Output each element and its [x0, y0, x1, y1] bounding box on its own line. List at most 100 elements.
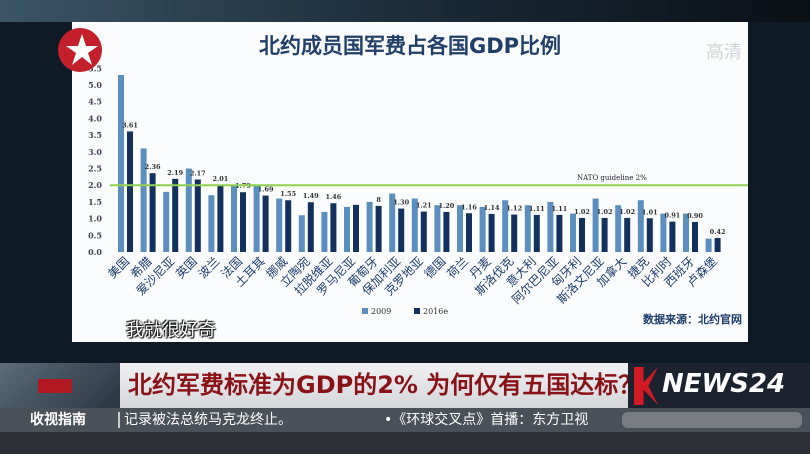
bar-2009 — [524, 205, 531, 252]
bar-2016e — [262, 195, 269, 252]
bar-2016e — [353, 204, 359, 252]
data-label: 1.01 — [642, 208, 658, 216]
bar-2009 — [615, 205, 622, 252]
news-ticker: 收视指南 记录被法总统马克龙终止。 •《环球交叉点》首播：东方卫视 — [0, 408, 810, 432]
y-tick-label: 0.5 — [88, 230, 102, 240]
y-tick-label: 1.5 — [88, 197, 102, 207]
bar-2016e — [533, 214, 540, 252]
bar-2009 — [208, 195, 215, 252]
hd-badge: 高清 — [706, 42, 742, 63]
bar-2009 — [253, 185, 260, 252]
bar-2016e — [692, 221, 698, 252]
x-tick-label: 美国 — [105, 254, 132, 281]
headline-banner: 北约军费标准为GDP的2% 为何仅有五国达标？ — [120, 363, 642, 408]
legend-swatch — [362, 308, 368, 314]
x-tick-label: 英国 — [173, 254, 200, 281]
data-label: 2.19 — [167, 169, 183, 177]
bar-2009 — [344, 206, 350, 252]
y-tick-label: 4.5 — [88, 97, 102, 107]
data-label: 0.42 — [710, 228, 726, 236]
bar-2016e — [714, 237, 721, 252]
bar-2009 — [321, 211, 328, 252]
bar-2016e — [172, 178, 179, 252]
y-tick-label: 1.0 — [88, 214, 102, 224]
data-label: 1.49 — [303, 192, 319, 200]
program-thumbnail — [0, 363, 120, 408]
data-label: 8 — [376, 196, 381, 204]
bar-2016e — [375, 205, 382, 252]
bar-2016e — [307, 202, 314, 252]
data-label: 2.01 — [212, 175, 228, 183]
bar-2016e — [556, 214, 563, 252]
bar-2016e — [194, 179, 201, 252]
bar-2016e — [127, 131, 133, 252]
nato-guideline-label: NATO guideline 2% — [577, 174, 647, 182]
bar-2016e — [646, 218, 653, 252]
bar-2016e — [240, 192, 246, 252]
bar-chart: 0.0 0.5 1.0 1.5 2.0 2.5 3.0 3.5 4.0 4.5 5.0 5.5 3.61… — [88, 63, 748, 326]
bar-2009 — [479, 206, 486, 252]
data-label: 1.46 — [325, 193, 341, 201]
data-label: 1.20 — [438, 202, 454, 210]
legend-swatch — [414, 308, 420, 314]
bar-2009 — [276, 198, 283, 252]
bar-2009 — [637, 200, 644, 252]
bar-2016e — [420, 211, 427, 252]
bottom-band — [0, 432, 810, 454]
y-tick-label: 5.0 — [88, 80, 102, 90]
bar-2009 — [705, 238, 712, 252]
ticker-item: 记录被法总统马克龙终止。 — [124, 412, 292, 428]
bar-2009 — [118, 74, 124, 252]
blurred-text — [622, 412, 802, 428]
data-label: 0.91 — [664, 212, 680, 220]
data-label: 1.30 — [393, 199, 409, 207]
bar-2016e — [443, 211, 450, 252]
data-label: 2.17 — [190, 170, 206, 178]
bar-2016e — [217, 184, 224, 252]
background — [0, 0, 810, 22]
data-label: 1.16 — [461, 203, 477, 211]
data-source: 数据来源：北约官网 — [643, 312, 742, 326]
data-label: 1.55 — [280, 190, 296, 198]
bar-2009 — [457, 205, 463, 252]
bar-2009 — [163, 191, 170, 252]
bar-2009 — [298, 215, 305, 252]
y-tick-label: 2.0 — [88, 180, 102, 190]
ticker-item: •《环球交叉点》首播：东方卫视 — [384, 412, 589, 428]
bar-2009 — [366, 201, 373, 252]
data-label: 1.12 — [506, 205, 522, 213]
legend-label: 2009 — [371, 307, 391, 316]
x-tick-label: 波兰 — [196, 254, 223, 281]
bar-2009 — [411, 198, 418, 252]
y-tick-label: 4.0 — [88, 113, 102, 123]
y-tick-label: 5.5 — [88, 63, 102, 73]
bar-2016e — [149, 173, 156, 252]
data-label: 1.11 — [551, 205, 567, 213]
bar-2009 — [185, 168, 192, 252]
data-label: 1.02 — [597, 208, 613, 216]
data-label: 3.61 — [122, 121, 138, 129]
data-label: 1.21 — [416, 202, 432, 210]
bar-2009 — [660, 213, 667, 252]
y-tick-label: 3.5 — [88, 130, 102, 140]
data-label: 2.36 — [145, 163, 161, 171]
bar-2009 — [547, 201, 554, 252]
bar-2016e — [624, 217, 631, 252]
news24-k-icon — [634, 367, 658, 405]
bar-2009 — [434, 205, 441, 252]
bar-2016e — [511, 214, 518, 252]
bar-2009 — [389, 193, 396, 252]
bar-2016e — [466, 213, 472, 252]
chart-slide — [72, 22, 748, 342]
bar-2016e — [579, 217, 585, 252]
y-tick-label: 3.0 — [88, 147, 102, 157]
ticker-label: 收视指南 — [30, 412, 86, 428]
y-tick-label: 2.5 — [88, 164, 102, 174]
subtitle-caption: 我就很好奇 — [126, 320, 216, 341]
data-label: 1.02 — [619, 208, 635, 216]
data-label: 1.69 — [258, 186, 274, 194]
bar-2009 — [592, 198, 599, 252]
bar-2009 — [683, 213, 689, 252]
y-tick-label: 0.0 — [88, 247, 102, 257]
bar-2016e — [601, 217, 608, 252]
